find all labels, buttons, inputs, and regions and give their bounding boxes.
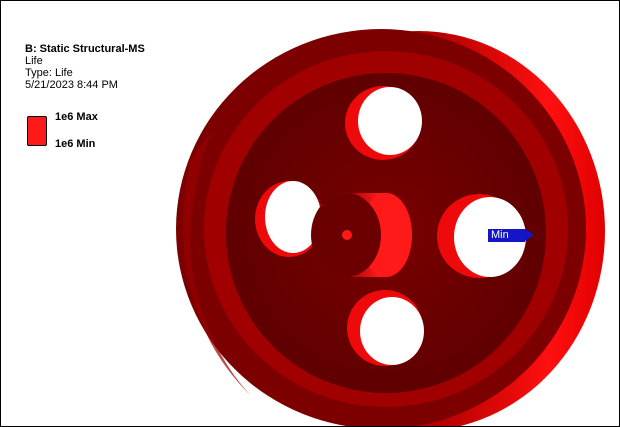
legend-max-label: 1e6 Max — [55, 111, 98, 123]
result-legend: B: Static Structural-MS Life Type: Life … — [25, 43, 145, 91]
hub-bore — [342, 230, 352, 240]
hole-left — [265, 181, 321, 253]
legend-timestamp: 5/21/2023 8:44 PM — [25, 79, 118, 91]
legend-color-bar — [27, 116, 47, 146]
legend-result: Life — [25, 55, 43, 67]
hole-top — [358, 87, 422, 155]
legend-type: Type: Life — [25, 67, 73, 79]
legend-title: B: Static Structural-MS — [25, 43, 145, 55]
min-probe-pointer-icon — [525, 229, 534, 241]
hole-bottom — [360, 297, 424, 365]
legend-min-label: 1e6 Min — [55, 138, 96, 150]
min-probe-label[interactable]: Min — [488, 229, 525, 242]
